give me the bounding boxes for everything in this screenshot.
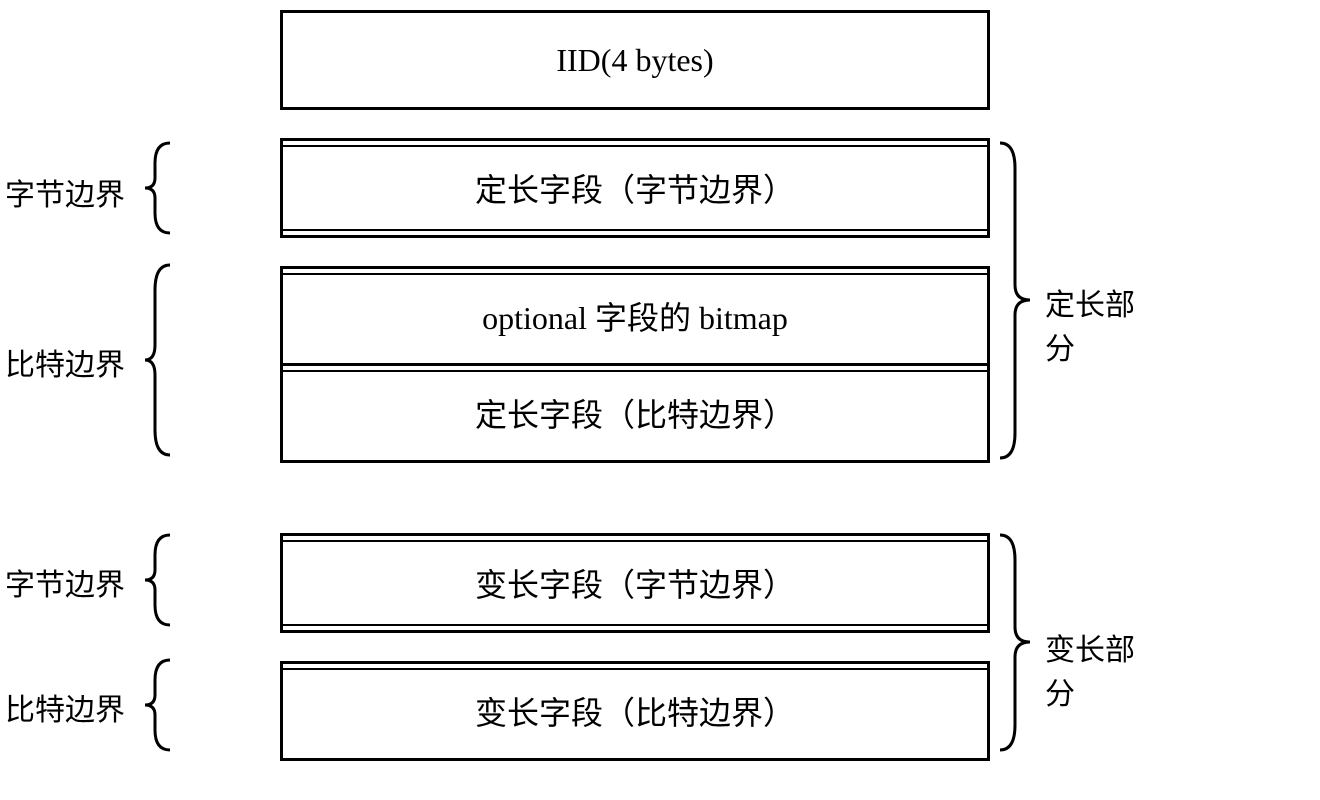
row-var-byte: 变长字段（字节边界）	[280, 533, 990, 633]
row-fixed-bit: 定长字段（比特边界）	[280, 363, 990, 463]
cell-text: 定长字段（字节边界）	[475, 165, 795, 211]
cell-text: 变长字段（比特边界）	[475, 688, 795, 734]
structure-table: IID(4 bytes) 定长字段（字节边界） optional 字段的 bit…	[280, 10, 990, 761]
left-label-byte-boundary-1: 字节边界	[5, 170, 125, 214]
left-brace-2	[140, 260, 180, 460]
cell-text: IID(4 bytes)	[556, 42, 713, 79]
right-brace-variable	[995, 530, 1035, 755]
cell-text: optional 字段的 bitmap	[482, 293, 788, 339]
gap-1	[280, 110, 990, 138]
right-label-variable-part: 变长部分	[1045, 625, 1160, 713]
row-optional-bitmap: optional 字段的 bitmap	[280, 266, 990, 366]
row-iid: IID(4 bytes)	[280, 10, 990, 110]
left-brace-4	[140, 655, 180, 755]
cell-text: 定长字段（比特边界）	[475, 390, 795, 436]
right-brace-fixed	[995, 138, 1035, 463]
cell-text: 变长字段（字节边界）	[475, 560, 795, 606]
gap-3	[280, 463, 990, 533]
left-brace-1	[140, 138, 180, 238]
right-label-fixed-part: 定长部分	[1045, 280, 1160, 368]
gap-4	[280, 633, 990, 661]
gap-2	[280, 238, 990, 266]
row-var-bit: 变长字段（比特边界）	[280, 661, 990, 761]
left-label-byte-boundary-2: 字节边界	[5, 560, 125, 604]
left-brace-3	[140, 530, 180, 630]
row-fixed-byte: 定长字段（字节边界）	[280, 138, 990, 238]
left-label-bit-boundary-2: 比特边界	[5, 685, 125, 729]
left-label-bit-boundary-1: 比特边界	[5, 340, 125, 384]
